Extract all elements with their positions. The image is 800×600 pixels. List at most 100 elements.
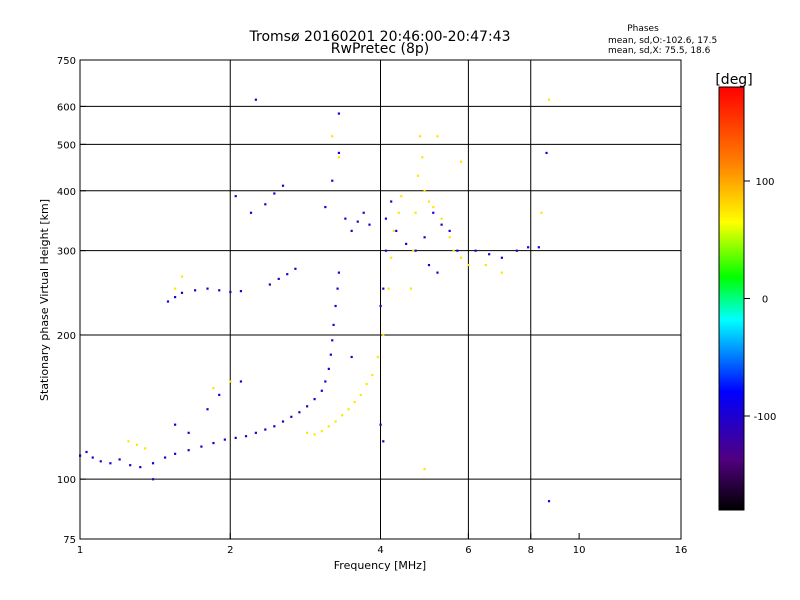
y-tick-label: 300: [57, 247, 76, 258]
x-mode-point: [382, 333, 385, 337]
o-mode-point: [331, 179, 334, 182]
x-mode-point: [334, 420, 337, 423]
o-mode-point: [368, 223, 371, 226]
y-axis-label: Stationary phase Virtual Height [km]: [38, 199, 51, 401]
x-mode-point: [423, 468, 426, 471]
o-mode-point: [163, 456, 167, 459]
o-mode-point: [298, 411, 301, 414]
o-mode-point: [356, 220, 359, 223]
x-tick-label: 2: [227, 545, 233, 556]
o-mode-point: [254, 98, 257, 101]
y-tick-label: 100: [57, 475, 76, 486]
o-mode-point: [331, 339, 334, 342]
o-mode-point: [173, 296, 177, 299]
o-mode-point: [229, 290, 232, 294]
o-mode-point: [515, 249, 518, 252]
o-mode-point: [382, 440, 385, 443]
x-mode-point: [440, 217, 443, 220]
o-mode-point: [264, 203, 267, 206]
colorbar-tick-label: 100: [755, 177, 774, 188]
o-mode-point: [456, 249, 459, 252]
x-mode-point: [331, 135, 334, 138]
o-mode-point: [440, 223, 443, 226]
o-mode-point: [85, 450, 88, 454]
o-mode-point: [218, 393, 221, 397]
x-mode-point: [229, 380, 232, 383]
o-mode-point: [239, 290, 243, 293]
o-mode-point: [206, 287, 209, 290]
o-mode-point: [139, 466, 142, 469]
x-mode-point: [306, 431, 309, 434]
stats-heading: Phases: [627, 24, 659, 34]
o-mode-point: [99, 460, 102, 463]
o-mode-point: [234, 195, 237, 198]
o-mode-point: [187, 431, 190, 434]
x-mode-point: [547, 98, 551, 101]
o-mode-point: [350, 355, 353, 359]
o-mode-point: [281, 184, 285, 187]
x-mode-point: [347, 408, 350, 411]
o-mode-point: [390, 200, 393, 203]
x-mode-point: [432, 205, 435, 209]
x-mode-point: [467, 263, 470, 267]
o-mode-point: [277, 277, 280, 280]
o-mode-point: [414, 249, 417, 252]
o-mode-point: [382, 287, 385, 290]
o-mode-point: [427, 263, 431, 267]
x-mode-point: [460, 160, 463, 163]
o-mode-point: [332, 323, 335, 327]
colorbar-tick-label: 0: [762, 295, 768, 306]
o-mode-point: [527, 246, 530, 249]
o-mode-point: [264, 428, 267, 431]
colorbar-label: [deg]: [715, 72, 752, 88]
o-mode-point: [337, 112, 341, 115]
o-mode-point: [239, 380, 243, 383]
o-mode-point: [194, 289, 197, 292]
o-mode-point: [306, 405, 309, 408]
x-tick-label: 4: [377, 545, 383, 556]
o-mode-point: [547, 500, 551, 503]
x-tick-label: 1: [77, 545, 83, 556]
x-mode-point: [409, 287, 412, 290]
y-tick-label: 600: [57, 102, 76, 113]
o-mode-point: [488, 253, 491, 256]
o-mode-point: [234, 436, 237, 439]
x-mode-point: [353, 400, 356, 404]
o-mode-point: [384, 217, 388, 220]
x-mode-point: [436, 135, 439, 138]
o-mode-point: [129, 464, 132, 467]
o-mode-point: [320, 389, 323, 392]
o-mode-point: [254, 431, 257, 434]
o-mode-point: [336, 287, 339, 290]
colorbar-tick-label: -100: [754, 412, 777, 423]
o-mode-point: [423, 236, 426, 239]
o-mode-point: [290, 415, 293, 418]
x-mode-point: [127, 440, 130, 443]
x-mode-point: [427, 200, 431, 203]
o-mode-point: [206, 408, 209, 411]
o-mode-point: [313, 398, 316, 401]
x-mode-point: [376, 355, 379, 359]
x-mode-point: [400, 195, 403, 198]
axis-ticks: 1 2 4 6 8 10 16 75 100 200 300 400 500 600 750: [57, 56, 687, 556]
x-axis-label: Frequency [MHz]: [334, 559, 426, 572]
x-mode-point: [173, 287, 177, 290]
o-mode-point: [281, 420, 285, 423]
o-mode-point: [286, 273, 289, 276]
x-mode-point: [320, 430, 323, 433]
o-mode-point: [187, 449, 190, 452]
x-mode-point: [416, 174, 419, 177]
o-mode-point: [118, 458, 121, 461]
x-mode-point: [412, 249, 415, 252]
o-mode-point: [268, 283, 271, 286]
y-tick-label: 750: [57, 56, 76, 67]
x-mode-point: [313, 433, 316, 436]
o-mode-point: [151, 462, 155, 465]
o-mode-point: [337, 271, 341, 274]
o-mode-point: [337, 151, 341, 155]
o-mode-point: [166, 300, 170, 303]
o-mode-point: [273, 192, 276, 195]
o-mode-point: [173, 423, 177, 426]
plot-frame: [79, 59, 682, 540]
